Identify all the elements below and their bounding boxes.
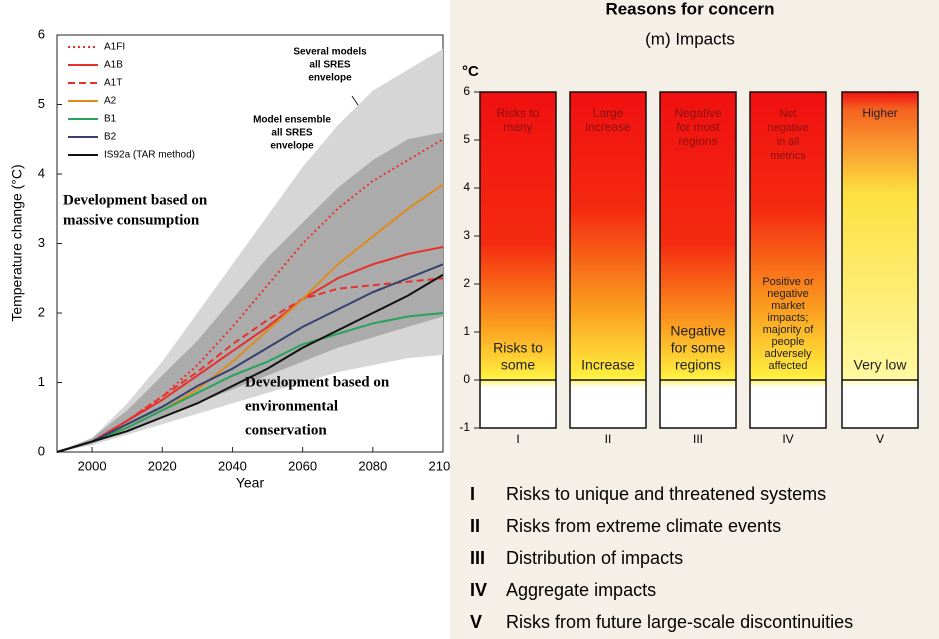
legend-label: A1T (104, 78, 122, 89)
bar-bottom-text: Positive or (762, 276, 814, 288)
y-tick-label: 0 (38, 443, 45, 458)
bar-bottom-text: affected (769, 360, 808, 372)
legend-label: A1B (104, 60, 123, 71)
bar-top-text: increase (585, 120, 631, 134)
legend-label: IS92a (TAR method) (104, 150, 195, 161)
bar-top-text: Large (593, 106, 624, 120)
series-line (56, 273, 444, 453)
bar-bottom-text: people (771, 336, 804, 348)
envelope (57, 132, 443, 453)
bar-bottom-text: impacts; (768, 312, 809, 324)
series-line (56, 312, 444, 453)
bar-top-text: regions (678, 134, 717, 148)
bar-bottom-text: for some (671, 340, 726, 356)
x-tick-label: 2000 (78, 458, 107, 473)
bar-top-text: metrics (770, 150, 806, 162)
concern-bar (749, 91, 827, 429)
legend-label: A1FI (104, 42, 125, 53)
y-tick-label: 1 (38, 374, 45, 389)
concern-bar (569, 91, 647, 429)
legend-description: Aggregate impacts (506, 580, 656, 600)
bar-bottom-text: Risks to (493, 340, 543, 356)
unit-label: °C (462, 63, 479, 80)
annotation: conservation (245, 422, 327, 438)
annotation: Development based on (245, 374, 390, 390)
tick-label: -1 (459, 420, 470, 434)
band-label: all SRES (309, 60, 350, 71)
x-tick-label: 2080 (358, 458, 387, 473)
bar-bottom-text: Increase (581, 357, 635, 373)
y-tick-label: 4 (38, 165, 45, 180)
envelope (57, 48, 443, 453)
column-numeral: II (605, 432, 612, 446)
bar-top-text: negative (767, 122, 809, 134)
legend-description: Risks from extreme climate events (506, 516, 781, 536)
annotation: Development based on (63, 192, 208, 208)
bar-top-text: Higher (862, 106, 897, 120)
y-tick-label: 6 (38, 26, 45, 41)
band-label: Model ensemble (253, 115, 331, 126)
y-axis-label: Temperature change (°C) (9, 164, 25, 321)
band-label: envelope (308, 73, 352, 84)
legend-label: B1 (104, 114, 117, 125)
column-numeral: III (693, 432, 703, 446)
bar-bottom-text: Very low (854, 357, 908, 373)
legend-description: Risks from future large-scale discontinu… (506, 612, 853, 632)
annotation: massive consumption (63, 212, 200, 228)
y-tick-label: 5 (38, 96, 45, 111)
diagram-subtitle: (m) Impacts (645, 29, 735, 48)
bar-top-text: Net (779, 108, 796, 120)
concern-bar (659, 91, 737, 429)
y-tick-label: 3 (38, 235, 45, 250)
bar-top-text: Risks to (497, 106, 540, 120)
bar-top-text: in all (777, 136, 800, 148)
tick-label: 4 (463, 180, 470, 194)
legend-numeral: III (470, 548, 485, 568)
tick-label: 3 (463, 228, 470, 242)
legend-label: B2 (104, 132, 117, 143)
tick-label: 0 (463, 372, 470, 386)
legend-description: Distribution of impacts (506, 548, 683, 568)
diagram-title: Reasons for concern (605, 0, 774, 18)
series-line (56, 263, 444, 453)
band-label: envelope (270, 141, 314, 152)
bar-top-text: for most (676, 120, 720, 134)
band-label: Several models (293, 47, 367, 58)
tick-label: 5 (463, 132, 470, 146)
legend-numeral: V (470, 612, 482, 632)
tick-label: 1 (463, 324, 470, 338)
series-line (56, 277, 444, 453)
band-label: all SRES (271, 128, 312, 139)
legend-numeral: IV (470, 580, 487, 600)
x-axis-label: Year (236, 475, 265, 491)
column-numeral: I (516, 432, 519, 446)
y-tick-label: 2 (38, 304, 45, 319)
bar-bottom-text: some (501, 357, 535, 373)
legend-description: Risks to unique and threatened systems (506, 484, 826, 504)
bar-bottom-text: market (771, 300, 805, 312)
bar-bottom-text: majority of (763, 324, 815, 336)
legend-label: A2 (104, 96, 117, 107)
bar-bottom-text: regions (675, 357, 721, 373)
bar-bottom-text: negative (767, 288, 809, 300)
annotation: environmental (245, 398, 338, 414)
concern-bar (841, 91, 919, 429)
tick-label: 2 (463, 276, 470, 290)
bar-bottom-text: adversely (764, 348, 812, 360)
x-tick-label: 2020 (148, 458, 177, 473)
column-numeral: V (876, 432, 884, 446)
tick-label: 6 (463, 84, 470, 98)
bar-bottom-text: Negative (670, 323, 725, 339)
legend-numeral: I (470, 484, 475, 504)
bar-top-text: many (503, 120, 532, 134)
column-numeral: IV (782, 432, 793, 446)
x-tick-label: 2040 (218, 458, 247, 473)
bar-top-text: Negative (674, 106, 722, 120)
legend-numeral: II (470, 516, 480, 536)
x-tick-label: 2060 (288, 458, 317, 473)
concern-bar (479, 91, 557, 429)
